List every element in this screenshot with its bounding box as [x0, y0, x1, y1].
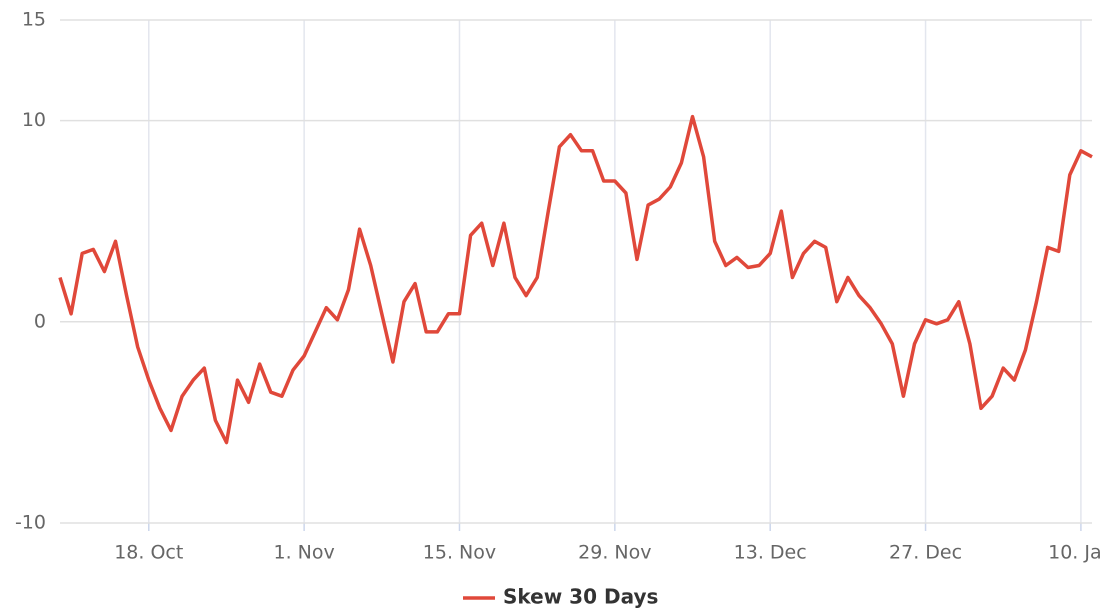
- x-tick-label: 29. Nov: [578, 542, 651, 564]
- x-tick-label: 10. Jan: [1048, 542, 1102, 564]
- x-tick-label: 13. Dec: [734, 542, 807, 564]
- y-tick-label: 0: [34, 310, 46, 332]
- data-line: [58, 114, 1093, 445]
- y-tick-label: -10: [15, 512, 46, 534]
- x-tick-label: 27. Dec: [889, 542, 962, 564]
- y-tick-label: 15: [22, 9, 46, 31]
- y-tick-label: 10: [22, 109, 46, 131]
- x-tick-label: 1. Nov: [274, 542, 335, 564]
- x-tick-label: 15. Nov: [423, 542, 496, 564]
- x-tick-label: 18. Oct: [114, 542, 183, 564]
- legend-label: Skew 30 Days: [503, 585, 658, 609]
